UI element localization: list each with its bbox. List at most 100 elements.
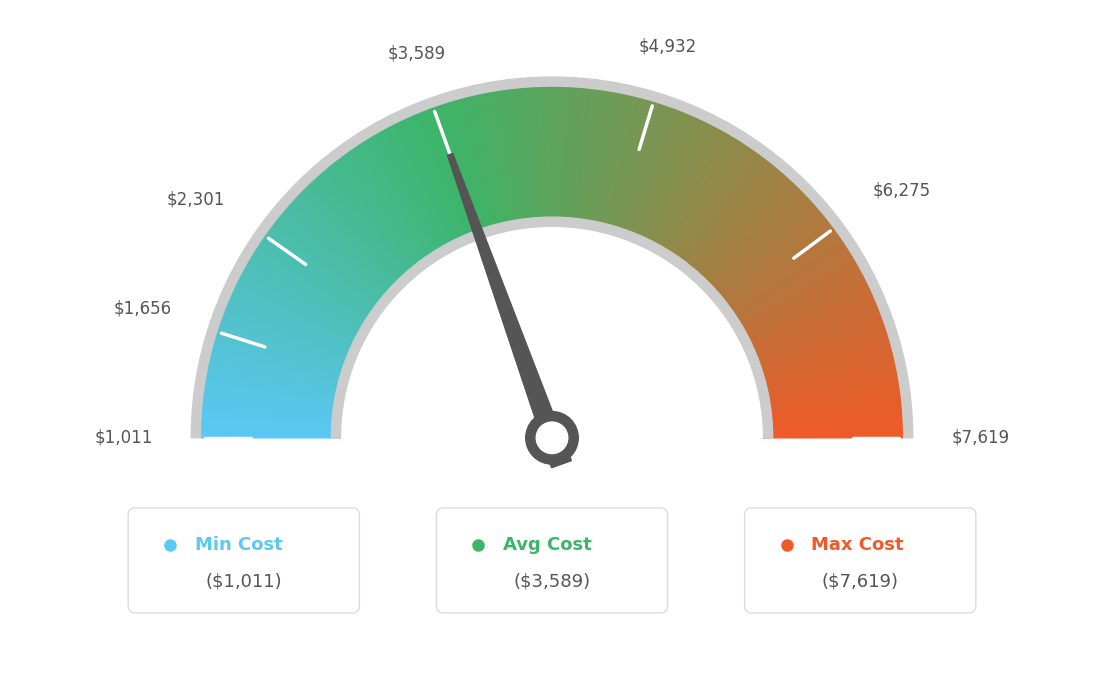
Wedge shape — [205, 386, 344, 408]
Wedge shape — [712, 210, 820, 303]
Wedge shape — [757, 364, 895, 395]
Wedge shape — [708, 202, 813, 297]
Wedge shape — [588, 92, 615, 231]
Wedge shape — [661, 139, 737, 259]
Circle shape — [526, 411, 578, 464]
Wedge shape — [614, 103, 658, 237]
Wedge shape — [654, 131, 723, 255]
Wedge shape — [739, 277, 864, 342]
Wedge shape — [753, 337, 889, 380]
Wedge shape — [300, 192, 402, 292]
Wedge shape — [206, 377, 344, 404]
Wedge shape — [535, 88, 544, 228]
Wedge shape — [755, 351, 892, 387]
Wedge shape — [265, 234, 381, 317]
Wedge shape — [426, 110, 478, 242]
Wedge shape — [563, 88, 574, 228]
Wedge shape — [750, 319, 882, 368]
Wedge shape — [407, 117, 467, 246]
Wedge shape — [459, 99, 498, 235]
Wedge shape — [231, 296, 360, 355]
Wedge shape — [556, 88, 563, 228]
Wedge shape — [489, 92, 516, 231]
Wedge shape — [212, 351, 349, 387]
Wedge shape — [758, 372, 896, 400]
Wedge shape — [374, 135, 446, 257]
Wedge shape — [728, 246, 847, 324]
Wedge shape — [694, 181, 792, 284]
Wedge shape — [331, 164, 421, 275]
Wedge shape — [238, 279, 364, 344]
Wedge shape — [637, 117, 697, 246]
Wedge shape — [595, 95, 626, 233]
Wedge shape — [225, 309, 357, 362]
Wedge shape — [690, 173, 784, 280]
Circle shape — [537, 422, 567, 453]
Wedge shape — [202, 416, 342, 426]
Wedge shape — [761, 394, 900, 413]
Wedge shape — [691, 175, 786, 282]
Wedge shape — [220, 324, 353, 371]
Wedge shape — [284, 210, 392, 303]
Wedge shape — [665, 142, 742, 262]
Wedge shape — [743, 291, 871, 351]
Wedge shape — [519, 89, 534, 228]
Wedge shape — [689, 172, 782, 279]
Wedge shape — [418, 113, 474, 244]
Wedge shape — [206, 375, 346, 402]
Wedge shape — [719, 226, 832, 312]
Wedge shape — [468, 97, 503, 234]
Wedge shape — [762, 413, 902, 424]
Wedge shape — [544, 88, 549, 228]
Wedge shape — [586, 92, 613, 230]
Wedge shape — [202, 427, 342, 433]
Wedge shape — [679, 159, 766, 272]
Wedge shape — [623, 108, 673, 241]
Wedge shape — [454, 101, 495, 236]
Wedge shape — [762, 424, 902, 431]
Wedge shape — [318, 175, 413, 282]
Wedge shape — [760, 380, 898, 405]
Wedge shape — [713, 213, 821, 304]
Wedge shape — [754, 343, 890, 382]
Wedge shape — [742, 288, 870, 350]
Wedge shape — [395, 124, 459, 250]
Wedge shape — [278, 217, 389, 306]
Wedge shape — [470, 97, 505, 233]
Wedge shape — [191, 77, 913, 438]
Wedge shape — [236, 284, 363, 347]
Wedge shape — [232, 294, 361, 353]
Wedge shape — [275, 221, 388, 309]
Wedge shape — [511, 90, 529, 229]
Wedge shape — [362, 142, 439, 262]
Wedge shape — [762, 416, 902, 426]
Wedge shape — [209, 364, 347, 395]
Wedge shape — [696, 182, 794, 286]
Wedge shape — [618, 106, 666, 239]
Wedge shape — [286, 208, 393, 302]
Wedge shape — [731, 253, 851, 328]
Wedge shape — [705, 198, 809, 295]
Wedge shape — [740, 282, 867, 346]
Wedge shape — [517, 89, 532, 229]
Wedge shape — [202, 424, 342, 431]
Wedge shape — [206, 380, 344, 405]
Wedge shape — [676, 155, 760, 269]
Wedge shape — [630, 113, 686, 244]
Wedge shape — [213, 346, 349, 384]
Text: Max Cost: Max Cost — [811, 535, 904, 553]
Wedge shape — [403, 120, 464, 248]
Wedge shape — [658, 135, 730, 257]
Wedge shape — [590, 93, 617, 231]
Wedge shape — [255, 250, 374, 326]
Wedge shape — [446, 103, 490, 237]
Wedge shape — [704, 196, 807, 294]
Wedge shape — [216, 335, 351, 377]
Wedge shape — [212, 353, 348, 388]
Wedge shape — [367, 139, 443, 259]
Wedge shape — [202, 413, 342, 424]
Wedge shape — [202, 419, 342, 428]
Wedge shape — [320, 173, 414, 280]
Wedge shape — [327, 168, 418, 277]
Wedge shape — [473, 96, 506, 233]
